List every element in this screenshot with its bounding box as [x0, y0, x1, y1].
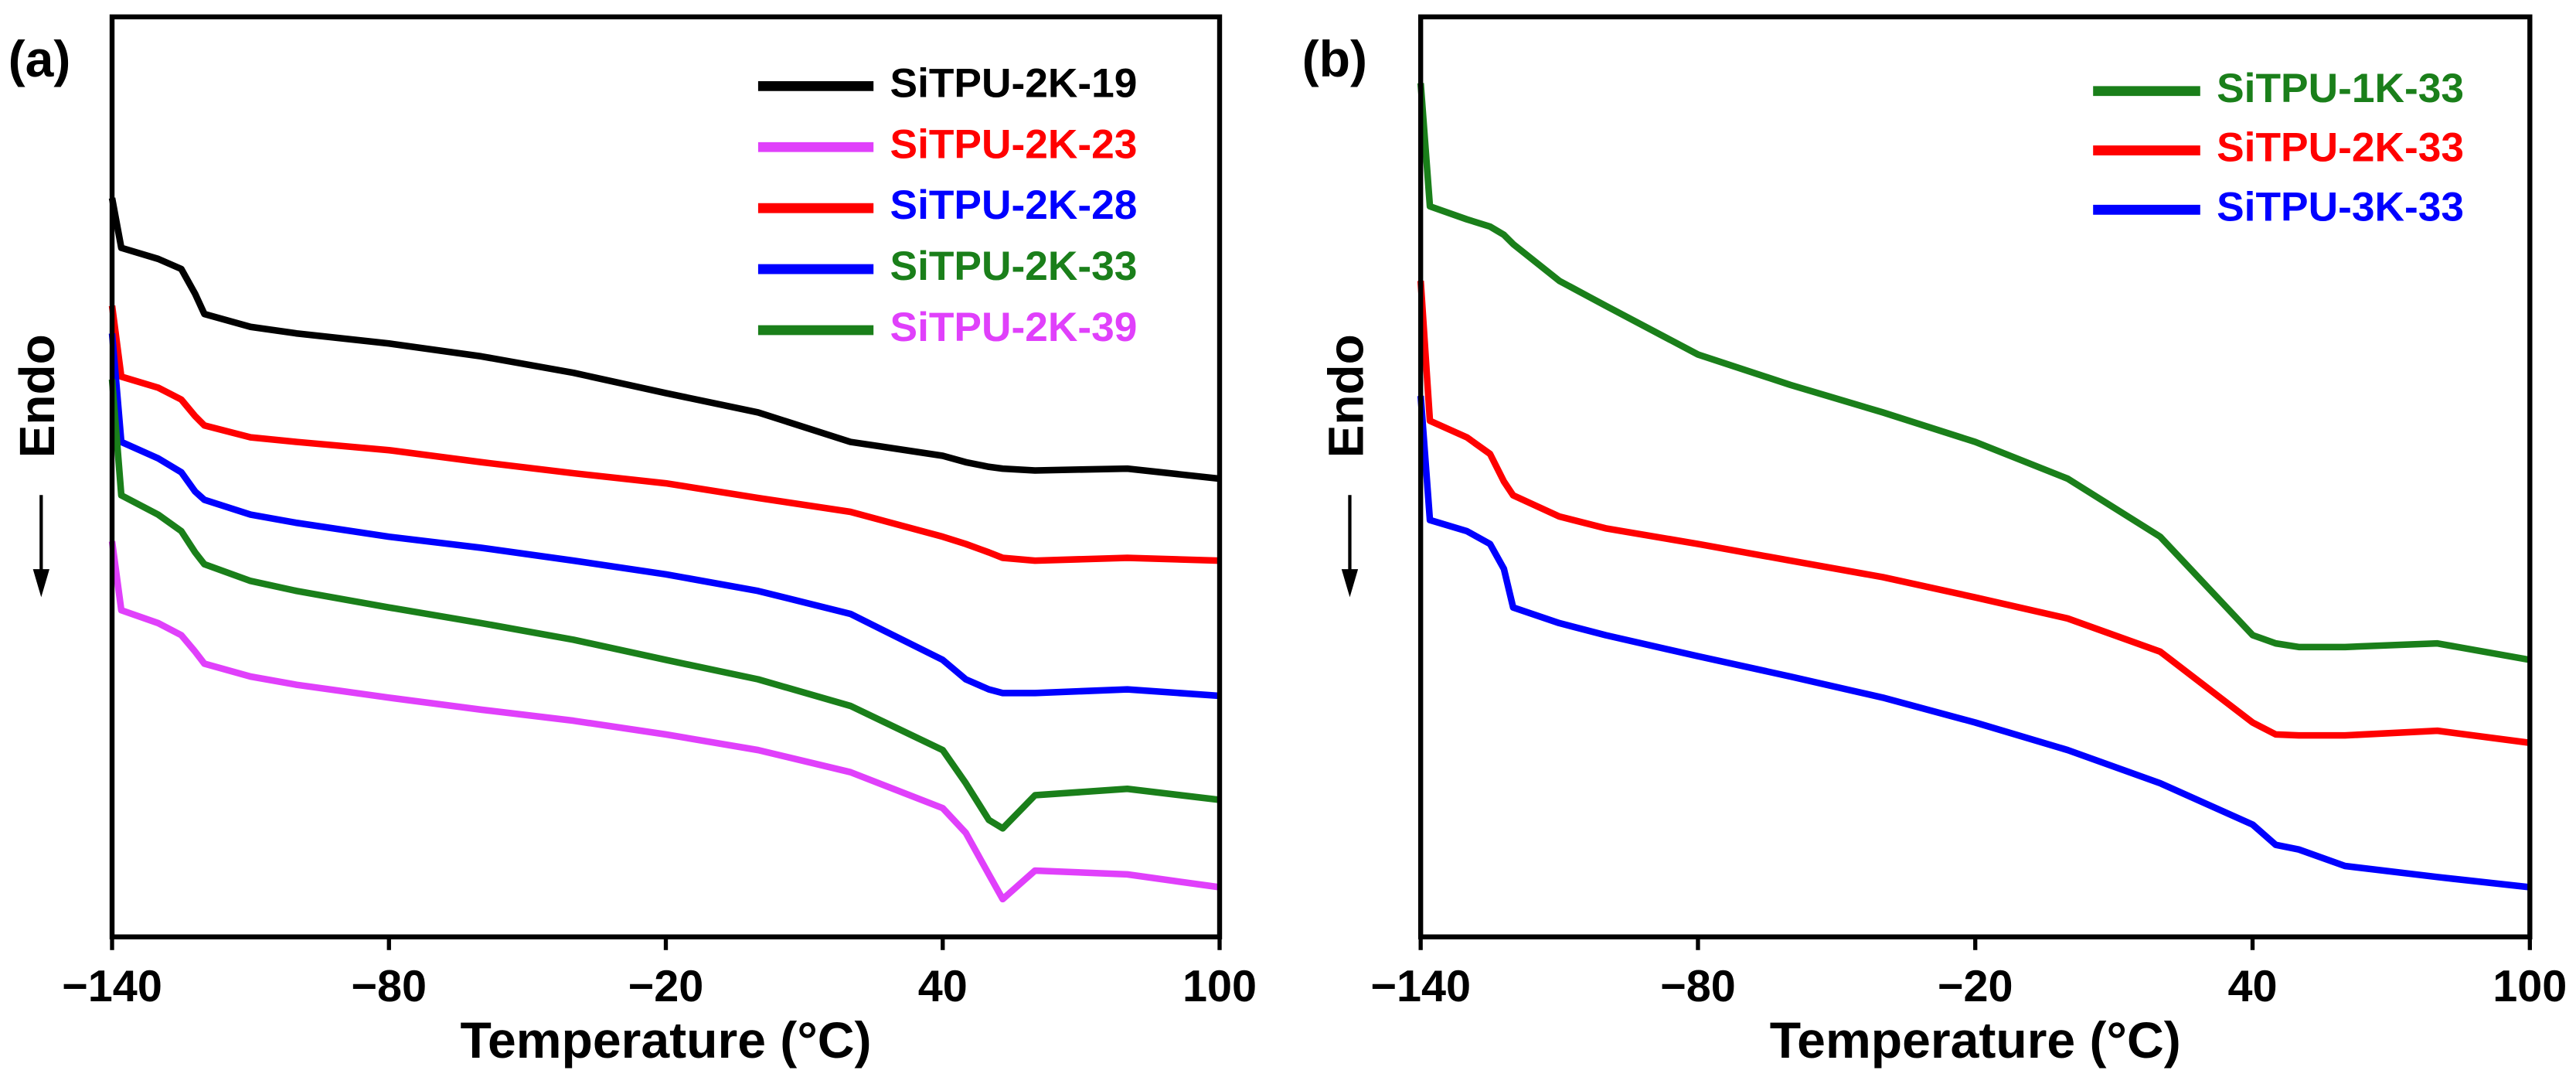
x-tick-label: −80 — [1660, 962, 1736, 1011]
legend-label: SiTPU-2K-33 — [890, 244, 1138, 289]
data-line — [108, 332, 1220, 700]
x-tick-label: −20 — [1938, 962, 2013, 1011]
x-tick-label: 40 — [2227, 962, 2277, 1011]
data-line — [1417, 83, 2531, 663]
x-tick-label: 100 — [2493, 962, 2567, 1011]
x-tick-label: 40 — [918, 962, 968, 1011]
x-tick-label: −80 — [351, 962, 427, 1011]
data-line — [1417, 280, 2530, 746]
y-axis-label: Endo — [1318, 334, 1373, 458]
data-line — [108, 305, 1220, 564]
panel-label: (a) — [9, 31, 71, 88]
y-axis-label: Endo — [9, 334, 65, 458]
legend-label: SiTPU-2K-19 — [890, 60, 1138, 106]
data-line — [1417, 395, 2530, 891]
x-axis-label: Temperature (°C) — [460, 1012, 871, 1069]
panel-label: (b) — [1302, 31, 1367, 88]
data-line — [108, 540, 1220, 903]
x-tick-label: 100 — [1183, 962, 1257, 1011]
legend-label: SiTPU-2K-23 — [890, 121, 1138, 167]
data-line — [108, 197, 1220, 482]
legend-label: SiTPU-2K-39 — [890, 305, 1138, 350]
legend-label: SiTPU-2K-28 — [890, 182, 1138, 228]
legend-label: SiTPU-1K-33 — [2217, 66, 2464, 111]
panel: −140 −80 −20 40 100 Temperature (°C) Endo (b) Si… — [1302, 14, 2567, 1069]
x-tick-label: −140 — [1370, 962, 1471, 1011]
x-axis-label: Temperature (°C) — [1770, 1012, 2181, 1069]
legend-label: SiTPU-2K-33 — [2217, 125, 2464, 171]
legend-label: SiTPU-3K-33 — [2217, 184, 2464, 230]
panel: −140 −80 −20 40 100 Temperature (°C) Endo (a) Si… — [9, 14, 1257, 1069]
x-tick-label: −20 — [628, 962, 704, 1011]
data-line — [108, 379, 1220, 832]
x-tick-label: −140 — [62, 962, 162, 1011]
endo-arrowhead — [1341, 569, 1359, 598]
endo-arrowhead — [32, 569, 49, 598]
